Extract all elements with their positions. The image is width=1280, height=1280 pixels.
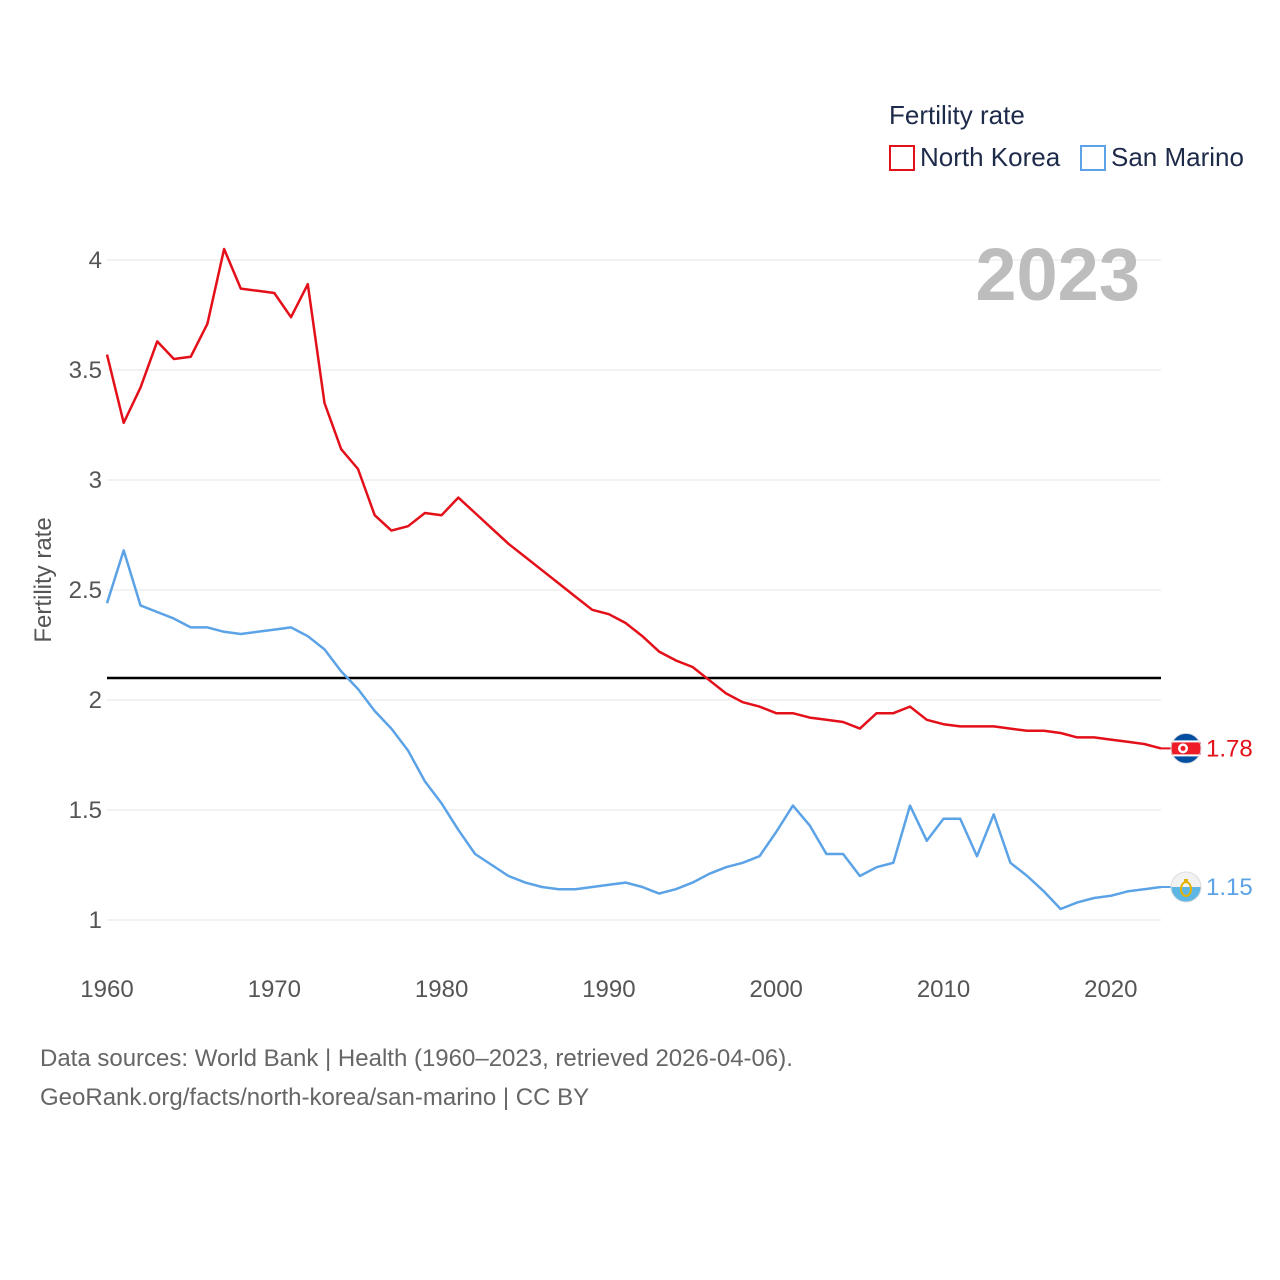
series-line-north-korea [105, 247, 1162, 750]
flag-icon-north-korea [1170, 732, 1202, 764]
legend: Fertility rate North Korea San Marino [889, 100, 1244, 172]
x-tick-label: 1990 [582, 976, 635, 1003]
x-tick-label: 2020 [1084, 976, 1137, 1003]
flag-star [1180, 745, 1186, 751]
legend-swatch-north-korea[interactable] [889, 145, 915, 171]
y-tick-label: 4 [89, 247, 102, 274]
y-tick-label: 2.5 [69, 577, 102, 604]
x-tick-label: 2000 [750, 976, 803, 1003]
flag-icon-san-marino [1170, 871, 1202, 903]
y-axis: 1 1.5 2 2.5 3 3.5 4 [69, 247, 102, 934]
end-label-san-marino: 1.15 [1206, 874, 1253, 901]
y-tick-label: 3 [89, 467, 102, 494]
series-lines [105, 247, 1162, 911]
year-label: 2023 [975, 233, 1140, 316]
y-tick-label: 1 [89, 907, 102, 934]
footer-sources: Data sources: World Bank | Health (1960–… [40, 1045, 793, 1072]
y-axis-title: Fertility rate [30, 517, 57, 642]
footer-link[interactable]: GeoRank.org/facts/north-korea/san-marino… [40, 1084, 590, 1111]
fertility-chart: 1 1.5 2 2.5 3 3.5 4 1960 1970 1980 1990 2000 2010 20… [30, 100, 1253, 1003]
legend-label-north-korea[interactable]: North Korea [920, 142, 1061, 172]
x-tick-label: 1980 [415, 976, 468, 1003]
x-tick-label: 2010 [917, 976, 970, 1003]
legend-title: Fertility rate [889, 100, 1025, 130]
series-line-san-marino [105, 549, 1162, 911]
y-tick-label: 1.5 [69, 797, 102, 824]
end-label-north-korea: 1.78 [1206, 735, 1253, 762]
y-tick-label: 2 [89, 687, 102, 714]
x-tick-label: 1970 [248, 976, 301, 1003]
flag-crown [1184, 879, 1188, 883]
legend-swatch-san-marino[interactable] [1080, 145, 1106, 171]
grid-lines [107, 259, 1161, 921]
flag-border [1170, 732, 1202, 764]
legend-label-san-marino[interactable]: San Marino [1111, 142, 1244, 172]
y-tick-label: 3.5 [69, 357, 102, 384]
x-axis: 1960 1970 1980 1990 2000 2010 2020 [80, 976, 1137, 1003]
flag-border [1170, 871, 1202, 903]
x-tick-label: 1960 [80, 976, 133, 1003]
end-markers: 1.78 1.15 [1161, 732, 1253, 903]
